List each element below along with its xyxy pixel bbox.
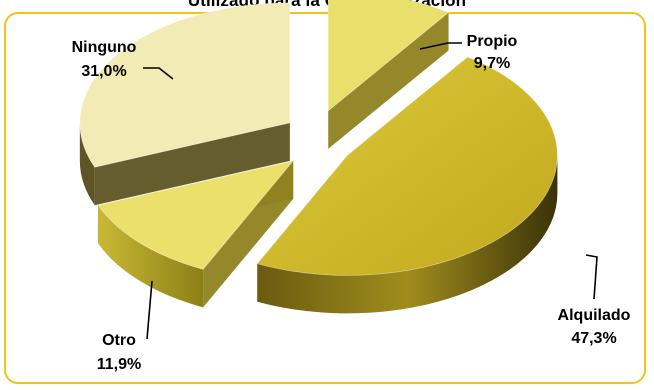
pie-slice-otro (97, 160, 295, 308)
pie-slice-alquilado (256, 56, 558, 314)
chart-title: Utilizado para la Comercialización (187, 0, 467, 10)
leader-line-ninguno (143, 67, 174, 80)
leader-line-propio (419, 42, 462, 50)
slice-value-ninguno: 31,0% (81, 63, 126, 80)
slice-label-propio: Propio (467, 33, 518, 50)
slice-label-otro: Otro (102, 332, 136, 349)
slice-label-ninguno: Ninguno (72, 39, 137, 56)
leader-line-alquilado (585, 254, 598, 300)
leader-line-otro (146, 280, 153, 340)
slice-value-alquilado: 47,3% (571, 330, 616, 347)
slice-value-otro: 11,9% (97, 356, 141, 373)
pie-slice-propio (327, 0, 450, 149)
pie-slice-ninguno (79, 2, 291, 206)
slice-label-alquilado: Alquilado (558, 307, 631, 324)
slice-value-propio: 9,7% (474, 55, 510, 72)
